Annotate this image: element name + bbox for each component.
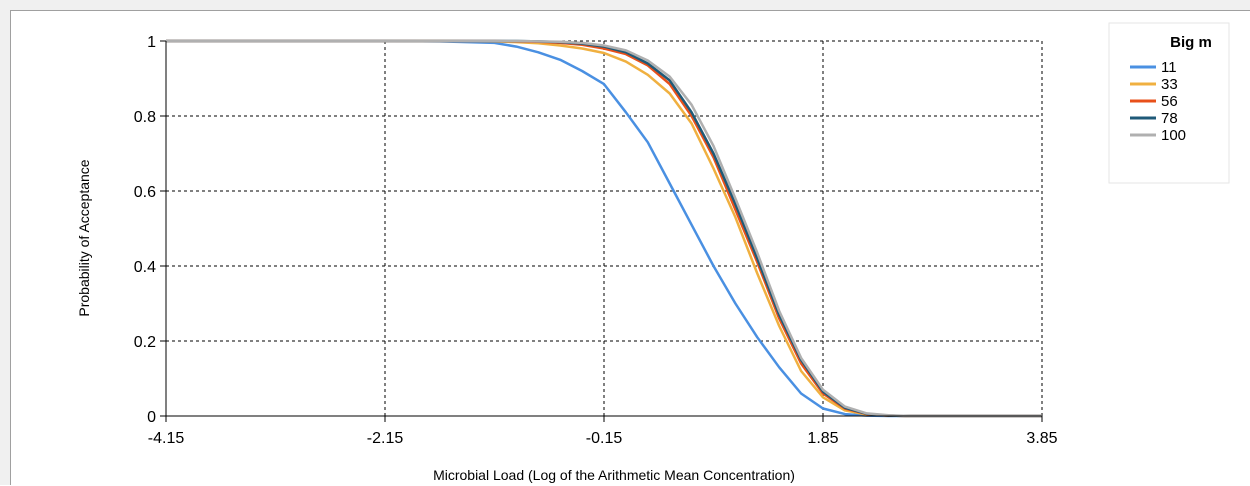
grid <box>166 40 1043 416</box>
x-tick-label: 3.85 <box>1026 430 1057 447</box>
y-axis-title: Probability of Acceptance <box>76 159 92 316</box>
legend-label-56: 56 <box>1161 93 1178 110</box>
x-tick-label: 1.85 <box>807 430 838 447</box>
legend-label-100: 100 <box>1161 127 1186 144</box>
y-tick-label: 0.8 <box>134 109 156 126</box>
legend-label-11: 11 <box>1161 59 1177 76</box>
legend-label-78: 78 <box>1161 110 1178 127</box>
x-tick-label: -0.15 <box>586 430 623 447</box>
y-tick-label: 0.2 <box>134 334 156 351</box>
legend-box <box>1108 22 1230 184</box>
y-tick-label: 0 <box>147 409 156 426</box>
series-line-100 <box>166 39 1042 418</box>
legend-title: Big m <box>1170 34 1212 51</box>
y-tick-label: 0.4 <box>134 259 156 276</box>
x-tick-label: -2.15 <box>367 430 404 447</box>
x-tick-label: -4.15 <box>148 430 185 447</box>
chart-svg: -4.15 -2.15 -0.15 1.85 3.85 0 0.2 0.4 0.6 0.8 1 Pr… <box>76 22 1230 483</box>
chart-panel: -4.15 -2.15 -0.15 1.85 3.85 0 0.2 0.4 0.6 0.8 1 Pr… <box>10 10 1250 485</box>
y-tick-label: 0.6 <box>134 184 156 201</box>
axes: -4.15 -2.15 -0.15 1.85 3.85 0 0.2 0.4 0.6 0.8 1 <box>134 34 1058 447</box>
legend-label-33: 33 <box>1161 76 1178 93</box>
y-tick-label: 1 <box>147 34 156 51</box>
x-axis-title: Microbial Load (Log of the Arithmetic Me… <box>433 467 795 483</box>
